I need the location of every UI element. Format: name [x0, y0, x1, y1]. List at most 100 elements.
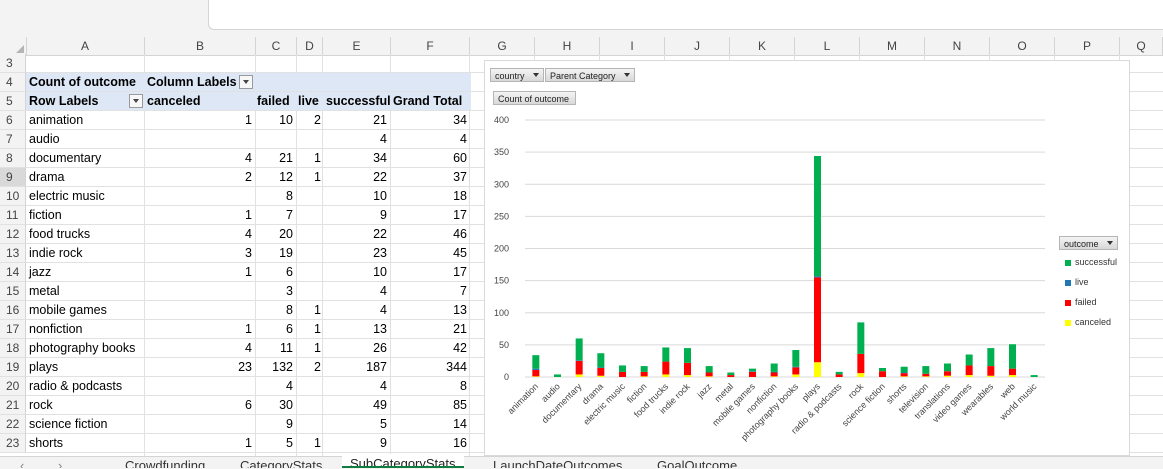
pivot-cell-successful[interactable]: 9: [380, 436, 387, 450]
pivot-cell-grand-total[interactable]: 42: [453, 341, 467, 355]
pivot-cell-live[interactable]: [297, 377, 321, 396]
bar-canceled[interactable]: [857, 373, 865, 377]
pivot-cell-canceled[interactable]: 6: [245, 398, 252, 412]
row-header-4[interactable]: 4: [0, 73, 26, 92]
pivot-cell-failed[interactable]: 5: [286, 436, 293, 450]
pivot-cell-successful[interactable]: 9: [380, 208, 387, 222]
pivot-cell-grand-total[interactable]: 8: [460, 379, 467, 393]
pivot-cell-live[interactable]: [297, 244, 321, 263]
pivot-cell-canceled[interactable]: 2: [245, 170, 252, 184]
sheet-tab[interactable]: LaunchDateOutcomes: [493, 458, 623, 468]
row-header-10[interactable]: 10: [0, 187, 26, 206]
legend-item-live[interactable]: live: [1065, 276, 1089, 288]
column-header-d[interactable]: D: [297, 37, 323, 55]
pivot-cell-live[interactable]: [297, 187, 321, 206]
pivot-cell-live[interactable]: 2: [314, 113, 321, 127]
bar-successful[interactable]: [619, 365, 626, 372]
country-filter-button[interactable]: country: [490, 68, 544, 82]
pivot-cell-live[interactable]: [297, 396, 321, 415]
bar-live[interactable]: [749, 371, 756, 372]
bar-successful[interactable]: [554, 374, 561, 377]
bar-successful[interactable]: [944, 363, 951, 372]
row-header-3[interactable]: 3: [0, 54, 26, 73]
pivot-cell-grand-total[interactable]: 4: [460, 132, 467, 146]
pivot-cell-canceled[interactable]: [145, 301, 252, 320]
row-header-22[interactable]: 22: [0, 415, 26, 434]
bar-successful[interactable]: [879, 368, 886, 372]
pivot-row-label[interactable]: photography books: [29, 341, 136, 355]
bar-successful[interactable]: [749, 368, 756, 372]
pivot-cell-successful[interactable]: 34: [373, 151, 387, 165]
pivot-cell-live[interactable]: 1: [314, 170, 321, 184]
pivot-cell-canceled[interactable]: 4: [245, 227, 252, 241]
bar-successful[interactable]: [900, 366, 908, 373]
column-header-n[interactable]: N: [925, 37, 990, 55]
pivot-col-grand-total[interactable]: Grand Total: [393, 94, 463, 108]
bar-canceled[interactable]: [640, 376, 648, 377]
pivot-cell-failed[interactable]: 10: [279, 113, 293, 127]
pivot-cell-canceled[interactable]: 1: [245, 265, 252, 279]
pivot-cell-failed[interactable]: 132: [272, 360, 293, 374]
bar-failed[interactable]: [879, 371, 886, 377]
parent-category-filter-button[interactable]: Parent Category: [545, 68, 635, 82]
pivot-cell-failed[interactable]: 6: [286, 322, 293, 336]
pivot-cell-canceled[interactable]: 23: [238, 360, 252, 374]
formula-input[interactable]: [208, 0, 1163, 30]
pivot-cell-failed[interactable]: 19: [279, 246, 293, 260]
pivot-cell-grand-total[interactable]: 46: [453, 227, 467, 241]
pivot-cell-failed[interactable]: 21: [279, 151, 293, 165]
bar-failed[interactable]: [532, 369, 540, 377]
bar-successful[interactable]: [727, 372, 735, 376]
legend-item-canceled[interactable]: canceled: [1065, 316, 1111, 328]
row-header-21[interactable]: 21: [0, 396, 26, 415]
bar-successful[interactable]: [705, 366, 713, 373]
column-header-i[interactable]: I: [600, 37, 665, 55]
pivot-row-label[interactable]: metal: [29, 284, 60, 298]
pivot-cell-grand-total[interactable]: 17: [453, 208, 467, 222]
row-header-9[interactable]: 9: [0, 168, 26, 187]
pivot-row-label[interactable]: radio & podcasts: [29, 379, 123, 393]
pivot-value-field-label[interactable]: Count of outcome: [29, 75, 136, 89]
pivot-cell-canceled[interactable]: [145, 377, 252, 396]
pivot-cell-canceled[interactable]: 4: [245, 151, 252, 165]
pivot-cell-successful[interactable]: 21: [373, 113, 387, 127]
bar-failed[interactable]: [640, 371, 648, 377]
bar-canceled[interactable]: [770, 376, 778, 377]
column-header-h[interactable]: H: [535, 37, 600, 55]
sheet-tab[interactable]: CategoryStats: [240, 458, 323, 468]
pivot-cell-live[interactable]: [297, 130, 321, 149]
pivot-cell-failed[interactable]: 12: [279, 170, 293, 184]
bar-failed[interactable]: [662, 361, 670, 375]
bar-successful[interactable]: [857, 322, 865, 354]
pivot-cell-grand-total[interactable]: 7: [460, 284, 467, 298]
pivot-row-label[interactable]: jazz: [29, 265, 52, 279]
column-header-g[interactable]: G: [470, 37, 535, 55]
bar-canceled[interactable]: [662, 374, 670, 377]
row-labels-filter-button[interactable]: [129, 94, 143, 108]
pivot-cell-grand-total[interactable]: 18: [453, 189, 467, 203]
pivot-cell-successful[interactable]: 4: [380, 132, 387, 146]
pivot-row-label[interactable]: shorts: [29, 436, 64, 450]
pivot-col-live[interactable]: live: [298, 94, 319, 108]
pivot-cell-canceled[interactable]: 1: [245, 208, 252, 222]
row-header-23[interactable]: 23: [0, 434, 26, 453]
bar-failed[interactable]: [944, 371, 951, 376]
bar-successful[interactable]: [662, 347, 670, 362]
pivot-col-canceled[interactable]: canceled: [147, 94, 201, 108]
bar-failed[interactable]: [965, 365, 973, 376]
bar-live[interactable]: [532, 368, 540, 370]
pivot-cell-successful[interactable]: 26: [373, 341, 387, 355]
bar-canceled[interactable]: [705, 376, 713, 377]
bar-failed[interactable]: [922, 373, 930, 377]
bar-live[interactable]: [770, 371, 778, 373]
bar-successful[interactable]: [922, 366, 930, 374]
pivot-cell-canceled[interactable]: [145, 130, 252, 149]
pivot-cell-failed[interactable]: 9: [286, 417, 293, 431]
pivot-cell-canceled[interactable]: 1: [245, 322, 252, 336]
pivot-cell-successful[interactable]: 49: [373, 398, 387, 412]
column-header-a[interactable]: A: [26, 37, 145, 55]
pivot-row-label[interactable]: documentary: [29, 151, 102, 165]
bar-successful[interactable]: [814, 155, 821, 277]
bar-successful[interactable]: [770, 363, 778, 372]
pivot-row-label[interactable]: electric music: [29, 189, 105, 203]
